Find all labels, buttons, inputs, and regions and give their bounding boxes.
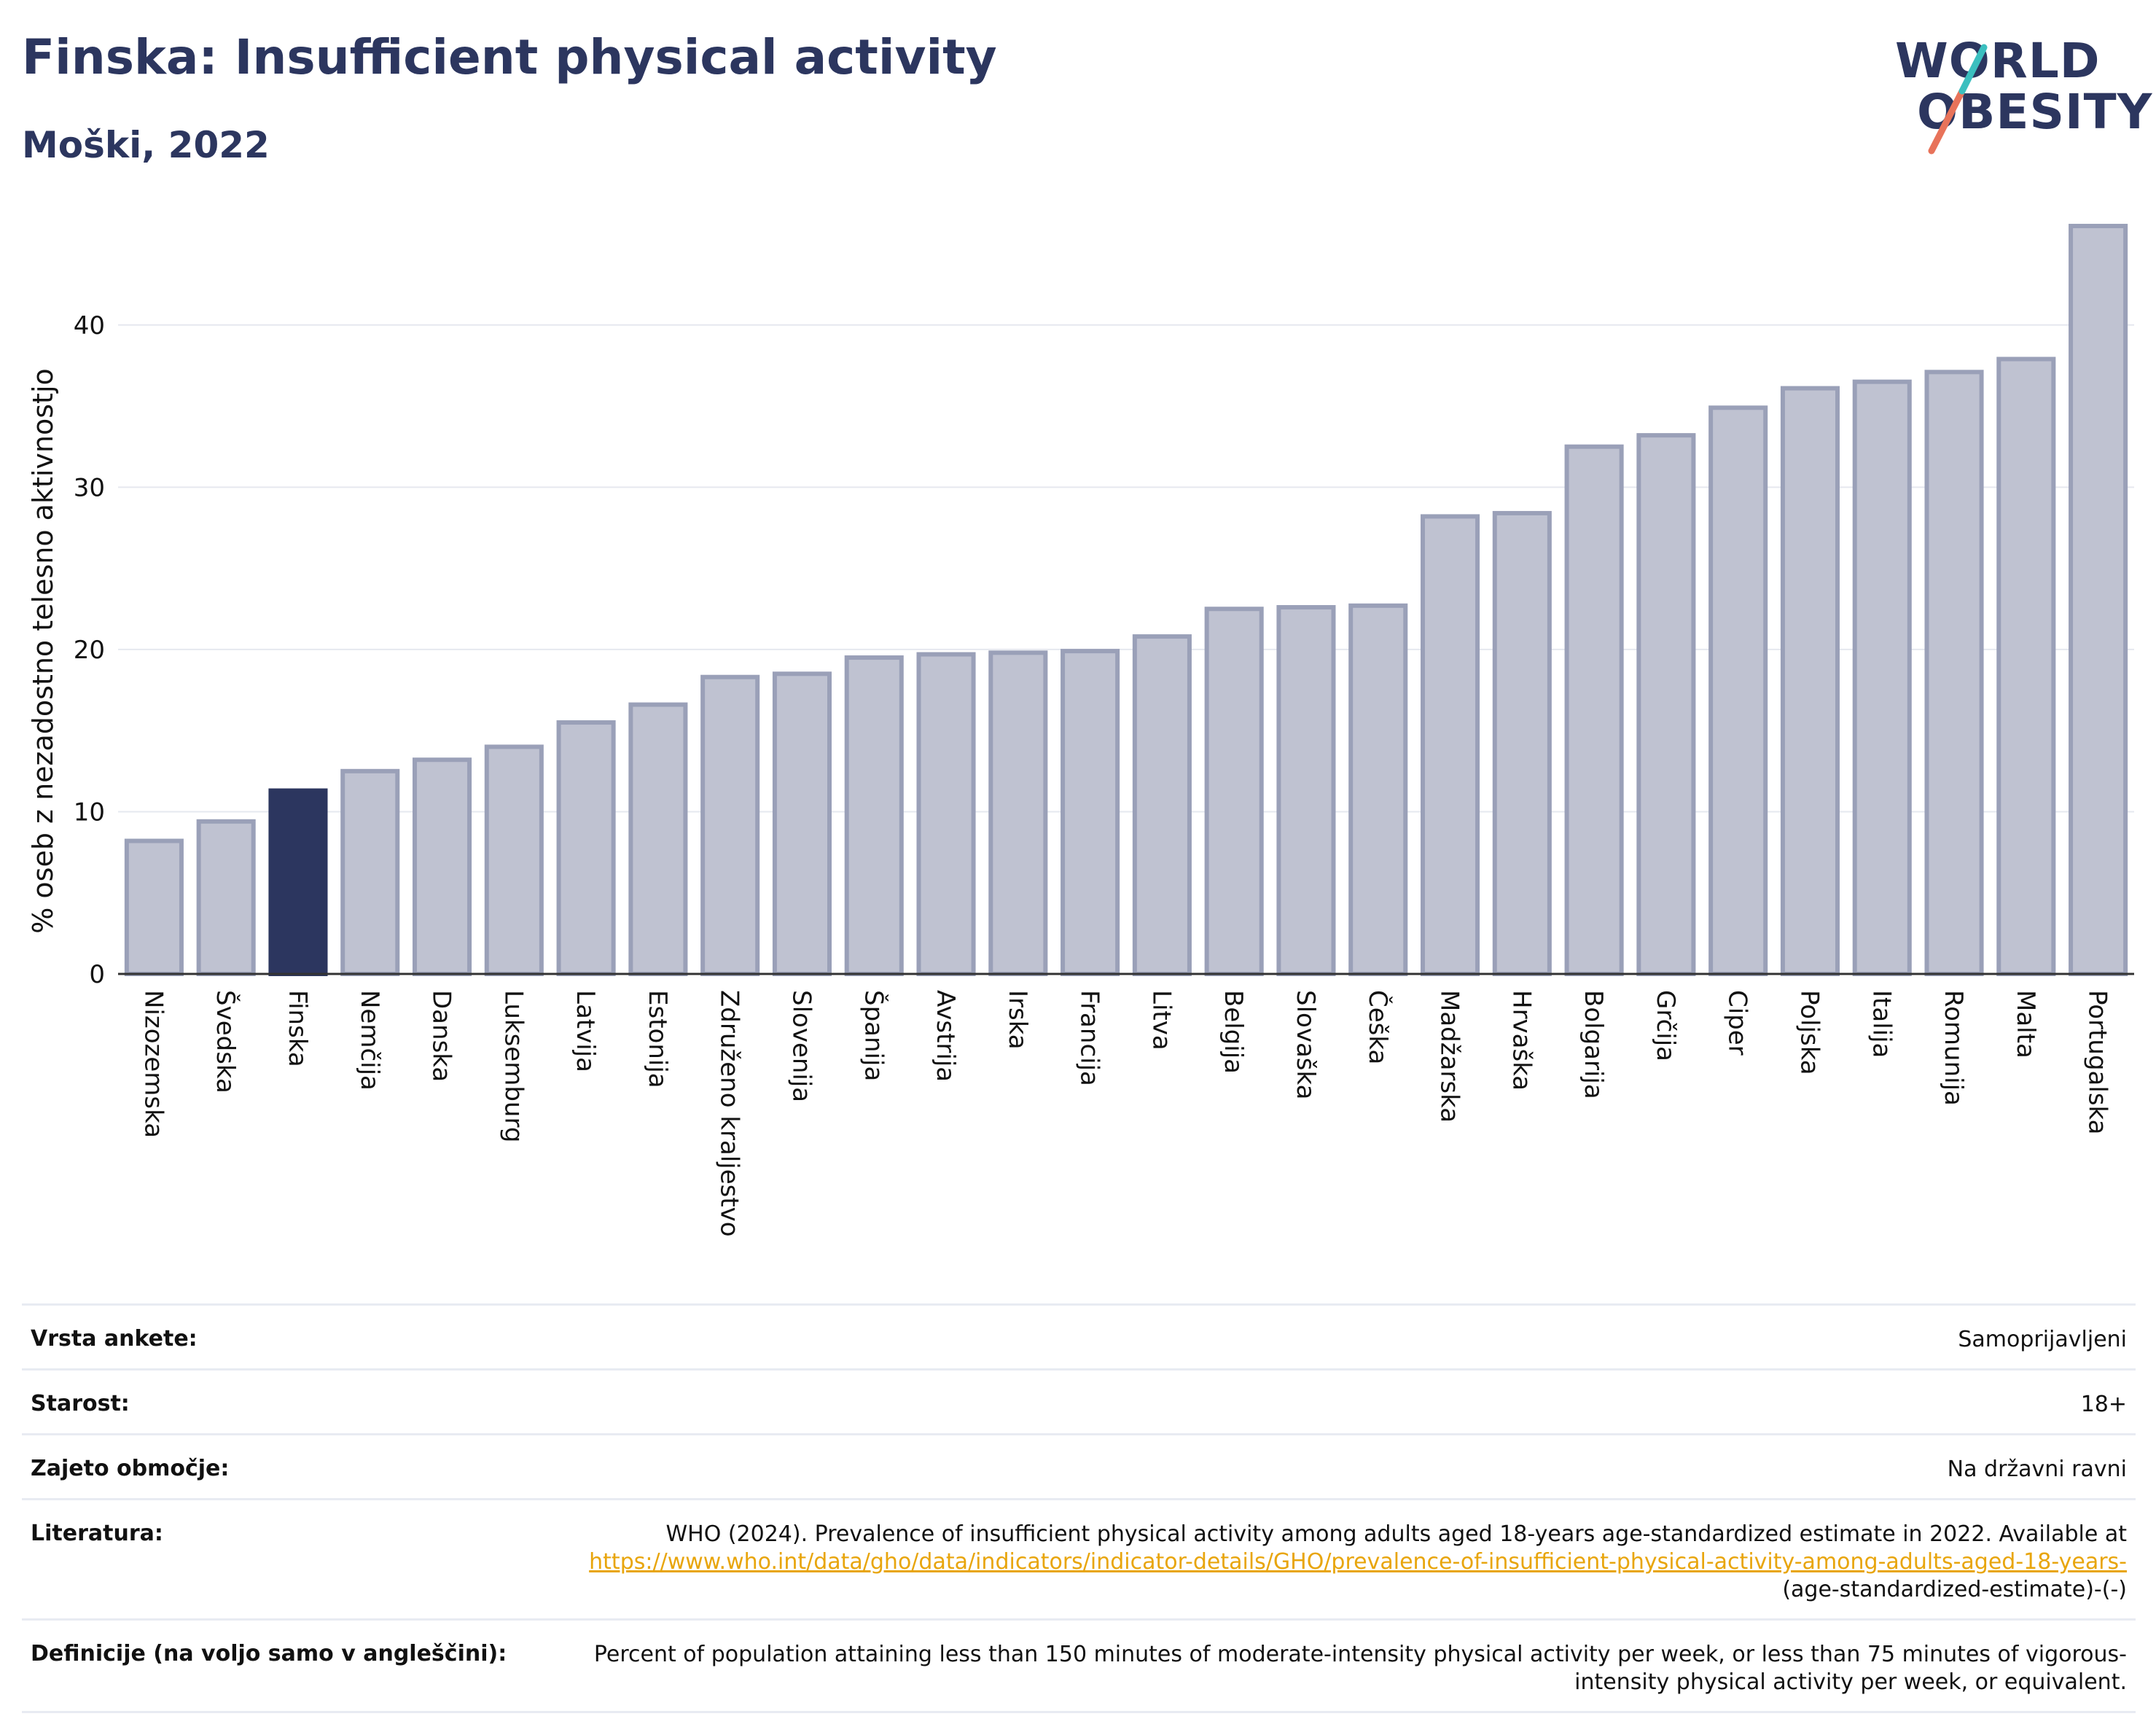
reference-suffix: (age-standardized-estimate)-(-): [1782, 1577, 2127, 1602]
meta-row-coverage: Zajeto območje: Na državni ravni: [22, 1433, 2136, 1498]
bar: [628, 702, 688, 976]
meta-value-reference: WHO (2024). Prevalence of insufficient p…: [555, 1521, 2127, 1604]
bar: [1348, 603, 1408, 976]
x-tick-label: Avstrija: [931, 990, 960, 1082]
x-tick-label: Luksemburg: [499, 990, 528, 1142]
x-tick-label: Belgija: [1219, 990, 1248, 1074]
y-tick-label: 10: [74, 798, 105, 827]
meta-label: Zajeto območje:: [31, 1456, 230, 1481]
logo-text-obesity: OBESITY: [1917, 84, 2153, 140]
meta-row-definition: Definicije (na voljo samo v angleščini):…: [22, 1618, 2136, 1713]
logo-slash-icon: [1928, 44, 1988, 155]
x-tick-label: Poljska: [1794, 990, 1824, 1075]
x-tick-label: Litva: [1147, 990, 1176, 1050]
meta-label: Starost:: [31, 1391, 130, 1416]
x-tick-label: Nizozemska: [138, 990, 168, 1138]
reference-text: WHO (2024). Prevalence of insufficient p…: [665, 1521, 2127, 1547]
x-tick-label: Češka: [1363, 990, 1393, 1064]
logo-text-world: WORLD: [1895, 33, 2101, 89]
bar: [1492, 510, 1552, 977]
bar: [772, 671, 832, 977]
x-tick-label: Slovaška: [1291, 990, 1320, 1099]
x-tick-label: Madžarska: [1435, 990, 1464, 1123]
bar: [1636, 433, 1696, 976]
bar: [1276, 605, 1336, 976]
bar: [1564, 444, 1624, 976]
x-tick-label: Ciper: [1723, 990, 1752, 1056]
x-tick-label: Malta: [2011, 990, 2040, 1058]
meta-row-survey-type: Vrsta ankete: Samoprijavljeni: [22, 1303, 2136, 1368]
x-tick-label: Romunija: [1939, 990, 1968, 1106]
metadata-table: Vrsta ankete: Samoprijavljeni Starost: 1…: [22, 1303, 2136, 1713]
bar: [196, 819, 256, 976]
x-tick-label: Italija: [1867, 990, 1896, 1058]
bar: [1852, 379, 1912, 976]
meta-value: Na državni ravni: [1947, 1457, 2127, 1482]
bar: [700, 674, 760, 976]
bar: [844, 655, 904, 977]
bar-chart: 0 10 20 30 40 % oseb z nezadostno telesno akt…: [27, 224, 2134, 1237]
bar: [268, 788, 328, 976]
meta-row-age: Starost: 18+: [22, 1368, 2136, 1433]
bar: [988, 650, 1048, 976]
chart-subtitle: Moški, 2022: [22, 124, 270, 166]
bar: [916, 652, 976, 976]
reference-link[interactable]: https://www.who.int/data/gho/data/indica…: [589, 1549, 2127, 1575]
meta-value: Samoprijavljeni: [1958, 1327, 2127, 1352]
y-axis-label: % oseb z nezadostno telesno aktivnostjo: [27, 368, 59, 934]
y-tick-label: 0: [89, 960, 105, 989]
x-tick-label: Estonija: [643, 990, 672, 1088]
y-tick-label: 20: [74, 636, 105, 665]
x-tick-label: Nemčija: [355, 990, 384, 1091]
x-tick-label: Francija: [1075, 990, 1104, 1086]
meta-label: Definicije (na voljo samo v angleščini):: [31, 1641, 507, 1666]
x-tick-label: Grčija: [1651, 990, 1680, 1061]
x-tick-label: Finska: [283, 990, 312, 1067]
world-obesity-logo: WORLD OBESITY: [1895, 26, 2152, 157]
x-tick-label: Latvija: [571, 990, 600, 1072]
meta-label: Vrsta ankete:: [31, 1326, 198, 1352]
y-tick-label: 30: [74, 473, 105, 502]
x-tick-label: Hrvaška: [1507, 990, 1536, 1091]
bar: [1420, 514, 1480, 976]
meta-value: 18+: [2080, 1392, 2127, 1417]
bar: [1061, 649, 1120, 976]
x-tick-label: Irska: [1003, 990, 1032, 1050]
bar: [484, 744, 544, 976]
bar: [1924, 370, 1984, 977]
y-tick-label: 40: [74, 311, 105, 340]
bar: [556, 720, 616, 976]
bar: [1204, 607, 1264, 976]
chart-title: Finska: Insufficient physical activity: [22, 29, 997, 85]
meta-label: Literatura:: [31, 1521, 163, 1546]
bar: [2069, 224, 2128, 977]
bar: [412, 757, 472, 976]
bar: [1132, 634, 1192, 976]
bar: [1708, 405, 1768, 976]
x-tick-label: Španija: [859, 990, 888, 1081]
meta-value: Percent of population attaining less tha…: [593, 1642, 2127, 1695]
x-tick-label: Združeno kraljestvo: [715, 990, 744, 1237]
bar: [124, 838, 184, 977]
x-tick-label: Portugalska: [2083, 990, 2112, 1134]
meta-row-reference: Literatura: WHO (2024). Prevalence of in…: [22, 1498, 2136, 1618]
x-tick-label: Slovenija: [786, 990, 816, 1102]
bar: [1780, 386, 1840, 976]
x-tick-label: Bolgarija: [1579, 990, 1608, 1099]
x-tick-label: Švedska: [211, 990, 241, 1093]
bar: [340, 768, 400, 977]
bar: [1996, 356, 2056, 977]
x-tick-label: Danska: [427, 990, 456, 1082]
